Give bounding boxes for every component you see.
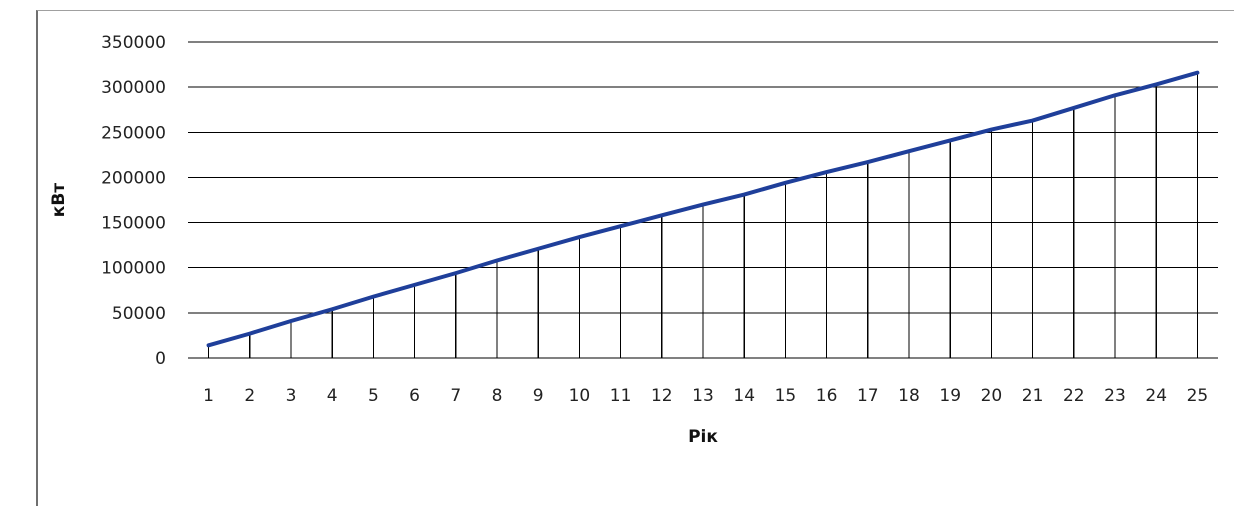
- x-tick-label: 8: [492, 386, 503, 406]
- data-point: [660, 213, 664, 217]
- data-point: [577, 235, 582, 239]
- x-tick-label: 24: [1145, 386, 1167, 406]
- data-point: [866, 160, 870, 164]
- x-axis-label: Рік: [688, 427, 718, 447]
- drop-lines: [208, 72, 1199, 358]
- y-tick-label: 100000: [101, 259, 166, 279]
- x-tick-label: 15: [775, 386, 797, 406]
- data-points: [207, 71, 1199, 347]
- x-axis-ticks: 1 2 3 4 5 6 7 8 9 10 11 12 13 14 15 16 17 18 19 20 21 22 23 24 2…: [203, 386, 1208, 406]
- data-point: [371, 295, 375, 299]
- x-tick-label: 23: [1104, 386, 1126, 406]
- x-tick-label: 4: [327, 386, 338, 406]
- x-tick-label: 1: [203, 386, 214, 406]
- data-point: [1195, 71, 1199, 75]
- data-point: [207, 343, 211, 347]
- chart-frame: [36, 10, 1234, 506]
- data-point: [413, 283, 417, 287]
- y-axis-label: кВт: [49, 183, 69, 217]
- data-point: [1031, 118, 1035, 123]
- x-tick-label: 22: [1063, 386, 1085, 406]
- data-point: [330, 307, 334, 311]
- x-tick-label: 14: [733, 386, 755, 406]
- x-tick-label: 10: [569, 386, 591, 406]
- x-tick-label: 25: [1187, 386, 1209, 406]
- x-tick-label: 20: [981, 386, 1003, 406]
- x-tick-label: 2: [244, 386, 255, 406]
- y-tick-label: 300000: [101, 78, 166, 98]
- x-tick-label: 9: [533, 386, 544, 406]
- x-tick-label: 13: [692, 386, 714, 406]
- y-tick-label: 0: [155, 349, 166, 369]
- y-tick-label: 50000: [112, 304, 166, 324]
- y-tick-label: 150000: [101, 214, 166, 234]
- x-tick-label: 18: [898, 386, 920, 406]
- y-tick-label: 250000: [101, 123, 166, 143]
- data-point: [1113, 93, 1117, 97]
- data-point: [825, 170, 829, 174]
- x-tick-label: 19: [939, 386, 961, 406]
- x-tick-label: 6: [409, 386, 420, 406]
- data-point: [742, 192, 746, 197]
- data-point: [248, 332, 252, 336]
- y-tick-label: 200000: [101, 168, 166, 188]
- data-point: [989, 127, 994, 132]
- data-point: [495, 258, 499, 263]
- y-tick-label: 350000: [101, 33, 166, 53]
- x-tick-label: 17: [857, 386, 879, 406]
- data-point: [907, 149, 911, 153]
- data-point: [289, 319, 293, 323]
- y-axis-ticks: 0 50000 100000 150000 200000 250000 300000 3500…: [101, 33, 166, 369]
- x-tick-label: 11: [610, 386, 632, 406]
- data-point: [454, 271, 458, 275]
- data-point: [536, 247, 540, 251]
- x-tick-label: 5: [368, 386, 379, 406]
- data-point: [948, 138, 952, 143]
- data-point: [1154, 82, 1158, 87]
- data-point: [619, 224, 623, 228]
- x-tick-label: 12: [651, 386, 673, 406]
- data-point: [783, 181, 788, 185]
- x-tick-label: 16: [816, 386, 838, 406]
- x-tick-label: 21: [1022, 386, 1044, 406]
- data-point: [701, 202, 705, 207]
- x-tick-label: 7: [450, 386, 461, 406]
- x-tick-label: 3: [286, 386, 297, 406]
- data-point: [1072, 106, 1076, 110]
